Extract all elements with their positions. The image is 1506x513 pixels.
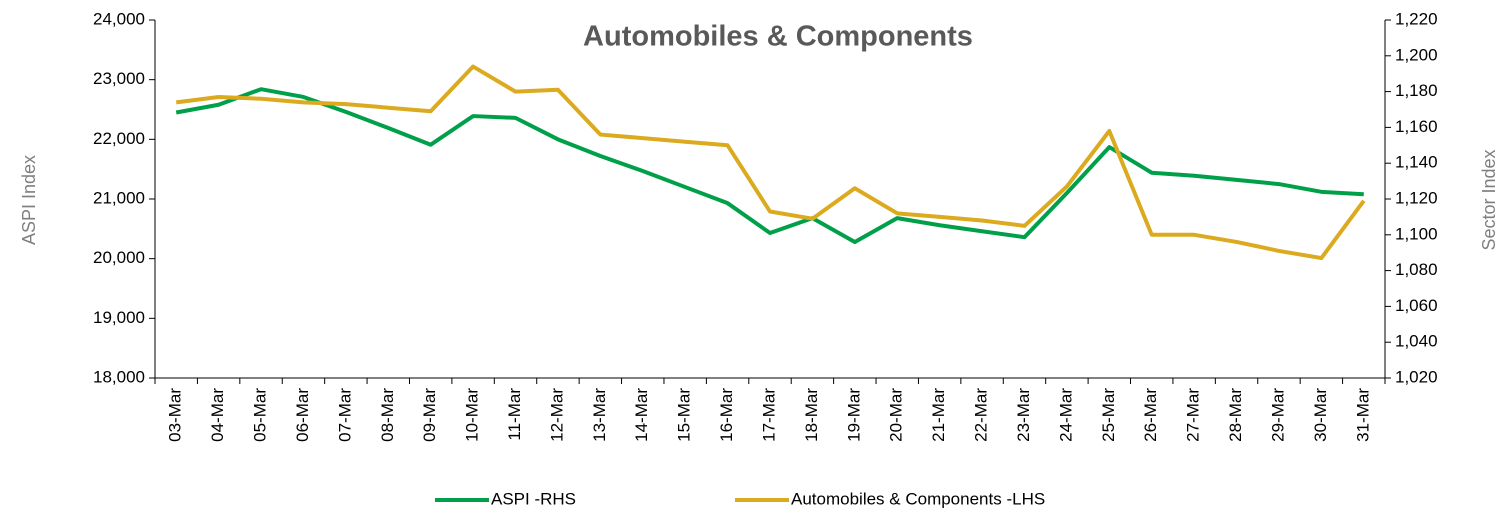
x-tick-label: 25-Mar xyxy=(1099,388,1118,442)
x-tick-label: 04-Mar xyxy=(208,388,227,442)
x-tick-label: 08-Mar xyxy=(378,388,397,442)
x-tick-label: 06-Mar xyxy=(293,388,312,442)
y-tick-label: 20,000 xyxy=(93,248,145,267)
x-tick-label: 14-Mar xyxy=(632,388,651,442)
y-axis-title: ASPI Index xyxy=(19,155,39,245)
x-tick-label: 13-Mar xyxy=(590,388,609,442)
chart-title: Automobiles & Components xyxy=(583,21,973,53)
x-tick-label: 10-Mar xyxy=(463,388,482,442)
y2-tick-label: 1,140 xyxy=(1395,153,1438,172)
x-tick-label: 18-Mar xyxy=(802,388,821,442)
x-tick-label: 21-Mar xyxy=(929,388,948,442)
y-tick-label: 21,000 xyxy=(93,188,145,207)
x-tick-label: 15-Mar xyxy=(675,388,694,442)
x-tick-label: 24-Mar xyxy=(1056,388,1075,442)
x-tick-label: 03-Mar xyxy=(166,388,185,442)
x-tick-label: 27-Mar xyxy=(1184,388,1203,442)
y2-tick-label: 1,100 xyxy=(1395,224,1438,243)
x-tick-label: 19-Mar xyxy=(844,388,863,442)
x-tick-label: 07-Mar xyxy=(335,388,354,442)
y2-tick-label: 1,180 xyxy=(1395,81,1438,100)
x-tick-label: 30-Mar xyxy=(1311,388,1330,442)
y2-axis-title: Sector Index xyxy=(1479,149,1499,250)
series-line xyxy=(175,64,1366,261)
y2-tick-label: 1,160 xyxy=(1395,117,1438,136)
y-tick-label: 23,000 xyxy=(93,69,145,88)
x-tick-label: 23-Mar xyxy=(1014,388,1033,442)
x-tick-label: 31-Mar xyxy=(1353,388,1372,442)
x-tick-label: 16-Mar xyxy=(717,388,736,442)
y-tick-label: 24,000 xyxy=(93,9,145,28)
y2-tick-label: 1,220 xyxy=(1395,9,1438,28)
y-tick-label: 19,000 xyxy=(93,308,145,327)
x-tick-label: 26-Mar xyxy=(1141,388,1160,442)
y2-tick-label: 1,120 xyxy=(1395,188,1438,207)
x-tick-label: 17-Mar xyxy=(759,388,778,442)
legend-label: Automobiles & Components -LHS xyxy=(791,489,1045,508)
x-tick-label: 05-Mar xyxy=(251,388,270,442)
y2-tick-label: 1,200 xyxy=(1395,45,1438,64)
x-tick-label: 22-Mar xyxy=(972,388,991,442)
x-tick-label: 12-Mar xyxy=(547,388,566,442)
x-tick-label: 20-Mar xyxy=(887,388,906,442)
y2-tick-label: 1,080 xyxy=(1395,260,1438,279)
x-tick-label: 11-Mar xyxy=(505,388,524,441)
legend-label: ASPI -RHS xyxy=(491,489,576,508)
y-tick-label: 22,000 xyxy=(93,129,145,148)
x-tick-label: 29-Mar xyxy=(1268,388,1287,442)
y2-tick-label: 1,060 xyxy=(1395,296,1438,315)
x-tick-label: 28-Mar xyxy=(1226,388,1245,442)
series-line xyxy=(175,87,1364,244)
y2-tick-label: 1,020 xyxy=(1395,367,1438,386)
y-tick-label: 18,000 xyxy=(93,367,145,386)
x-tick-label: 09-Mar xyxy=(420,388,439,442)
y2-tick-label: 1,040 xyxy=(1395,332,1438,351)
